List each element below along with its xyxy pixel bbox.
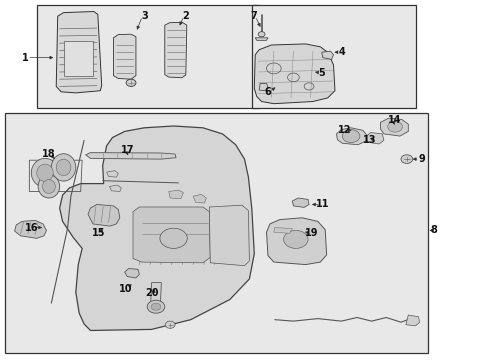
Circle shape (126, 79, 136, 86)
Text: 14: 14 (387, 114, 401, 125)
Circle shape (151, 303, 161, 310)
Polygon shape (15, 220, 46, 238)
Text: 10: 10 (119, 284, 133, 294)
Polygon shape (405, 315, 419, 326)
Polygon shape (168, 190, 183, 199)
Ellipse shape (42, 180, 55, 193)
Ellipse shape (37, 164, 53, 181)
Ellipse shape (56, 159, 71, 176)
Text: 15: 15 (92, 228, 105, 238)
Text: 20: 20 (144, 288, 158, 298)
Ellipse shape (38, 175, 60, 198)
Text: 11: 11 (315, 199, 329, 210)
Circle shape (147, 300, 164, 313)
Circle shape (283, 230, 307, 248)
Circle shape (400, 155, 412, 163)
Text: 16: 16 (24, 222, 38, 233)
Polygon shape (88, 204, 120, 226)
Text: 17: 17 (121, 145, 135, 156)
Polygon shape (113, 34, 136, 79)
Polygon shape (85, 153, 176, 159)
Polygon shape (164, 22, 186, 78)
Ellipse shape (51, 154, 76, 181)
Text: 3: 3 (141, 11, 147, 21)
Polygon shape (60, 126, 254, 330)
Text: 18: 18 (42, 149, 56, 159)
Polygon shape (150, 283, 161, 304)
Polygon shape (321, 51, 333, 59)
Text: 12: 12 (337, 125, 351, 135)
Polygon shape (336, 128, 366, 145)
Circle shape (342, 130, 359, 143)
Polygon shape (273, 228, 292, 233)
Text: 6: 6 (264, 87, 270, 97)
Text: 1: 1 (22, 53, 29, 63)
Ellipse shape (31, 158, 59, 187)
Polygon shape (193, 194, 206, 203)
Bar (5, 113, 427, 353)
Bar (251, 5, 415, 108)
Polygon shape (365, 132, 383, 144)
Bar (37, 5, 259, 108)
Polygon shape (109, 185, 121, 192)
Polygon shape (106, 171, 118, 177)
Circle shape (258, 32, 264, 37)
Circle shape (165, 321, 175, 328)
Polygon shape (266, 218, 326, 265)
Polygon shape (209, 205, 249, 266)
Polygon shape (259, 84, 267, 91)
Circle shape (387, 121, 402, 132)
Text: 19: 19 (305, 228, 318, 238)
Text: 7: 7 (249, 11, 256, 21)
Circle shape (160, 228, 187, 248)
Polygon shape (292, 198, 308, 207)
Polygon shape (255, 38, 267, 40)
Bar (63, 41, 93, 76)
Polygon shape (254, 44, 334, 104)
Text: 13: 13 (362, 135, 375, 145)
Text: 2: 2 (182, 11, 189, 21)
Polygon shape (124, 269, 139, 278)
Text: 4: 4 (338, 47, 345, 57)
Text: 9: 9 (417, 154, 424, 164)
Polygon shape (56, 12, 102, 93)
Polygon shape (133, 207, 210, 263)
Polygon shape (380, 118, 407, 136)
Text: 5: 5 (318, 68, 325, 78)
Text: 8: 8 (429, 225, 436, 235)
